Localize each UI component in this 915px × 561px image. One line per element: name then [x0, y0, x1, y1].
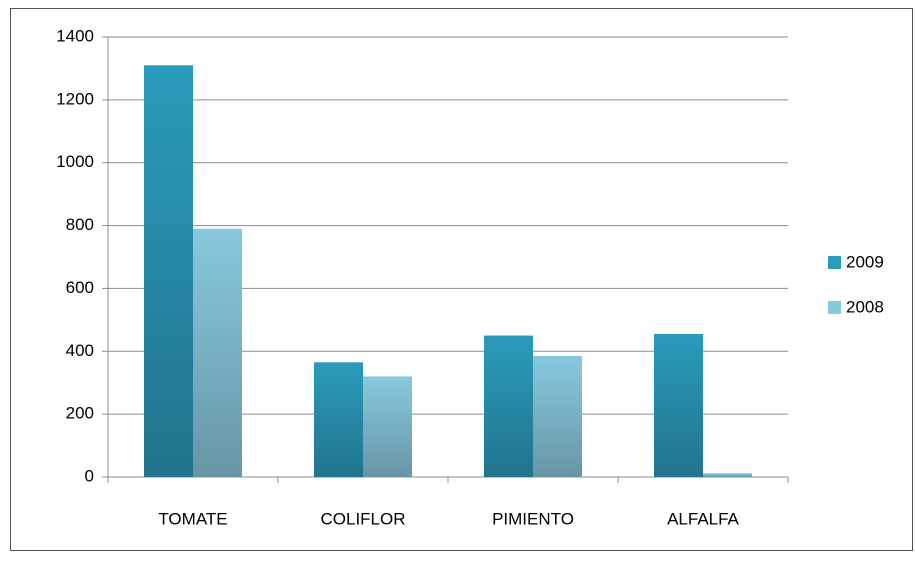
bar-shade — [654, 334, 703, 477]
y-tick-label: 1400 — [56, 26, 94, 45]
legend-swatch — [828, 301, 841, 314]
chart-frame — [10, 8, 913, 551]
legend-label: 2008 — [846, 297, 884, 316]
bar-shade — [363, 376, 412, 477]
bar-shade — [484, 335, 533, 477]
bar-shade — [144, 65, 193, 478]
y-tick-label: 1000 — [56, 152, 94, 171]
y-tick-label: 400 — [66, 341, 94, 360]
y-tick-label: 600 — [66, 278, 94, 297]
bar-shade — [703, 473, 752, 477]
x-tick-label: TOMATE — [158, 509, 227, 528]
bar-shade — [314, 362, 363, 477]
x-tick-label: COLIFLOR — [320, 509, 405, 528]
x-tick-label: PIMIENTO — [492, 509, 574, 528]
y-tick-label: 0 — [85, 466, 94, 485]
bar-shade — [193, 228, 242, 477]
x-tick-label: ALFALFA — [667, 509, 739, 528]
legend-swatch — [828, 256, 841, 269]
bar-shade — [533, 356, 582, 477]
y-tick-label: 1200 — [56, 89, 94, 108]
legend-label: 2009 — [846, 252, 884, 271]
y-tick-label: 200 — [66, 404, 94, 423]
y-tick-label: 800 — [66, 215, 94, 234]
